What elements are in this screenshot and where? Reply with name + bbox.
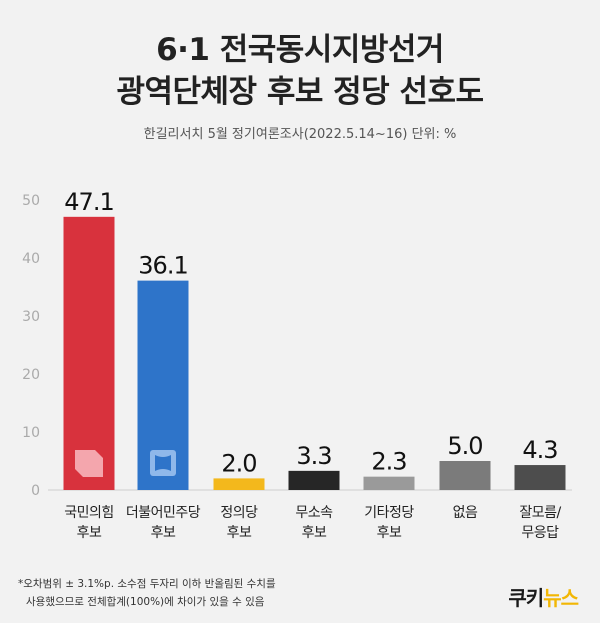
y-tick-label: 40 [22,251,40,267]
bar [439,461,491,490]
category-label: 정의당 [220,505,258,521]
footnote-line1: *오차범위 ± 3.1%p. 소수점 두자리 이하 반올림된 수치를 [18,578,276,590]
category-label: 후보 [302,525,327,541]
category-label: 무소속 [295,505,333,521]
data-label: 3.3 [296,442,331,470]
y-tick-label: 30 [22,309,40,325]
y-tick-label: 10 [22,425,40,441]
bar [363,476,415,490]
ppp-logo-icon [75,450,103,477]
chart-title-line1: 6·1 전국동시지방선거 [156,32,444,68]
category-label: 무응답 [521,525,559,541]
category-label: 없음 [453,505,478,521]
bar [63,216,115,490]
data-label: 2.0 [221,449,256,477]
footnote-line2: 사용했으므로 전체합계(100%)에 차이가 있을 수 있음 [26,596,265,608]
logo-text-part1: 쿠키 [508,586,544,610]
y-tick-label: 0 [31,483,40,499]
bar [288,470,340,490]
category-label: 기타정당 [364,505,414,521]
chart-title-line2: 광역단체장 후보 정당 선호도 [116,74,484,110]
democratic-logo-mark [155,455,171,471]
kuki-news-logo: 쿠키뉴스 [508,582,579,611]
bar [514,465,566,490]
category-label: 후보 [227,525,252,541]
category-label: 후보 [77,525,102,541]
data-label: 47.1 [64,188,113,216]
y-tick-label: 50 [22,193,40,209]
category-label: 잘모름/ [519,505,561,521]
data-label: 5.0 [447,432,482,460]
y-tick-label: 20 [22,367,40,383]
bar [213,478,265,490]
category-label: 더불어민주당 [126,505,201,521]
data-label: 36.1 [138,252,187,280]
data-label: 2.3 [371,448,406,476]
category-label: 후보 [377,525,402,541]
category-label: 국민의힘 [64,505,114,521]
category-label: 후보 [151,525,176,541]
chart-subtitle: 한길리서치 5월 정기여론조사(2022.5.14~16) 단위: % [143,127,457,142]
logo-text-part2: 뉴스 [543,586,579,610]
data-label: 4.3 [522,436,557,464]
